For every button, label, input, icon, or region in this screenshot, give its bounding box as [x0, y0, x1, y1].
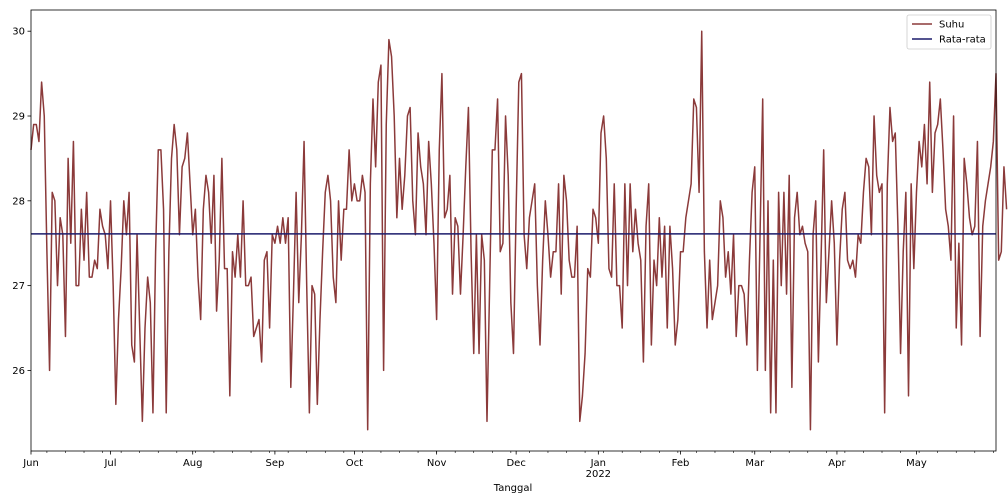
x-tick-label: Jul: [103, 458, 116, 469]
y-tick-label: 27: [12, 281, 25, 292]
legend: Suhu Rata-rata: [906, 14, 992, 50]
x-tick-label: Mar: [745, 458, 765, 469]
x-tick-label: Dec: [506, 458, 525, 469]
y-tick-label: 30: [12, 27, 25, 38]
x-tick-label: Feb: [672, 458, 690, 469]
x-year-label: 2022: [586, 469, 611, 480]
x-tick-label: Oct: [346, 458, 363, 469]
x-tick-label: Sep: [265, 458, 284, 469]
x-axis-label: Tanggal: [493, 483, 533, 494]
x-tick-label: Jan: [590, 458, 606, 469]
x-tick-label: Nov: [427, 458, 447, 469]
y-tick-label: 29: [12, 112, 25, 123]
legend-label: Suhu: [939, 20, 964, 31]
x-tick-label: Jun: [22, 458, 39, 469]
x-tick-label: Apr: [828, 458, 846, 469]
x-tick-label: May: [906, 458, 927, 469]
series-line-0: [30, 30, 1008, 431]
legend-label: Rata-rata: [939, 35, 986, 46]
plot-frame: [30, 9, 997, 452]
y-tick-label: 28: [12, 196, 25, 207]
plot-area: [31, 10, 996, 451]
x-tick-label: Aug: [183, 458, 203, 469]
y-tick-label: 26: [12, 366, 25, 377]
